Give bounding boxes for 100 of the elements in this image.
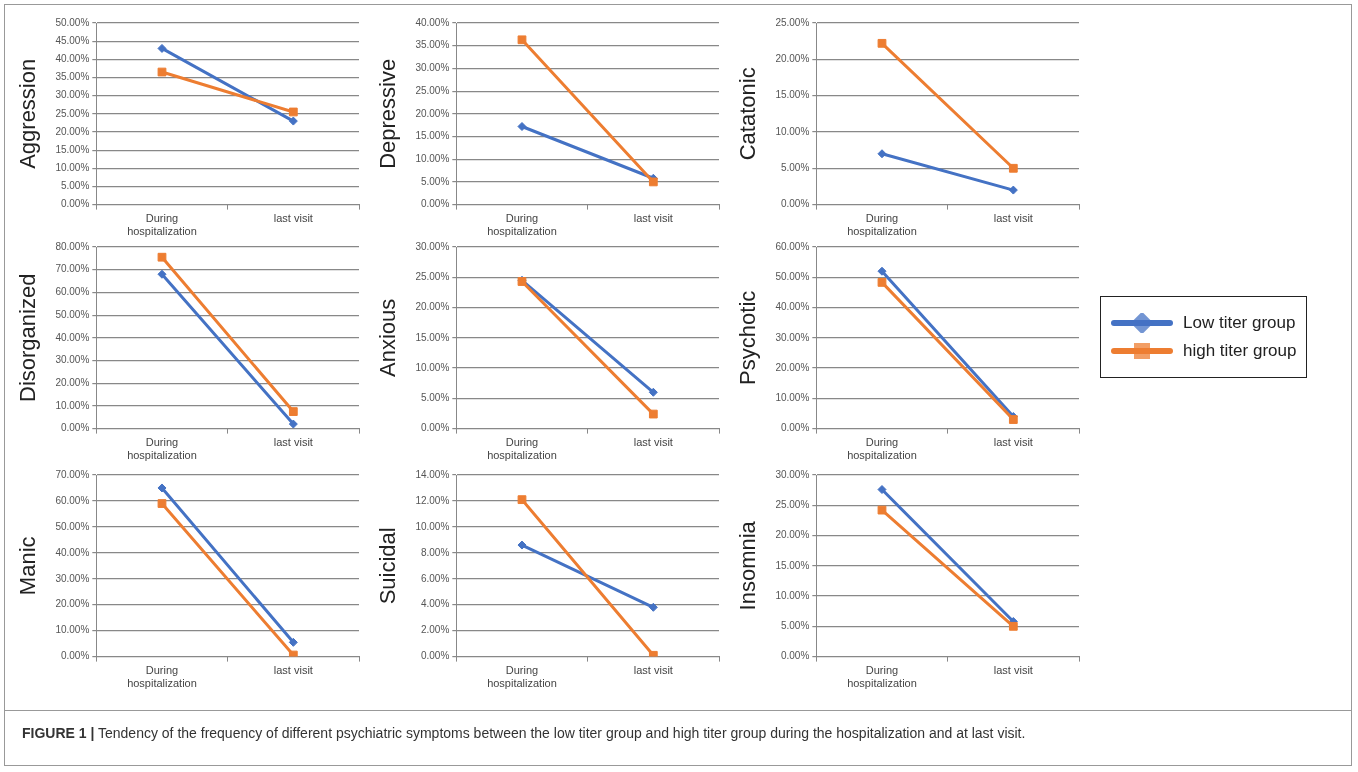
x-tick-label: last visit	[993, 436, 1033, 449]
point	[157, 483, 167, 493]
y-axis-title: Suicidal	[375, 527, 401, 605]
y-tick-label: 60.00%	[55, 494, 90, 506]
point	[877, 278, 887, 287]
point	[1008, 163, 1018, 173]
y-tick-label: 0.00%	[780, 422, 810, 434]
y-tick-label: 40.00%	[775, 301, 810, 313]
y-axis-title: Depressive	[375, 58, 401, 169]
point	[877, 485, 887, 495]
y-tick-label: 10.00%	[775, 125, 810, 137]
point	[517, 35, 527, 45]
point	[877, 149, 887, 159]
y-tick-label: 0.00%	[420, 422, 450, 434]
y-tick-label: 5.00%	[60, 180, 90, 192]
point	[157, 269, 167, 279]
x-tick-label: last visit	[633, 436, 673, 449]
y-tick-label: 20.00%	[415, 107, 450, 119]
y-tick-label: 50.00%	[775, 271, 810, 283]
y-tick-label: 0.00%	[60, 422, 90, 434]
x-tick-label: During hospitalization	[847, 212, 917, 238]
x-tick-label: During hospitalization	[487, 664, 557, 690]
y-tick-label: 40.00%	[55, 331, 90, 343]
y-tick-label: 40.00%	[415, 16, 450, 28]
x-tick-label: During hospitalization	[127, 664, 197, 690]
y-tick-label: 40.00%	[55, 53, 90, 65]
x-tick-label: last visit	[273, 212, 313, 225]
x-tick-label: last visit	[633, 212, 673, 225]
y-tick-label: 50.00%	[55, 16, 90, 28]
legend-label: high titer group	[1183, 341, 1297, 361]
y-tick-label: 20.00%	[415, 301, 450, 313]
y-tick-label: 5.00%	[780, 620, 810, 632]
x-tick-label: last visit	[273, 436, 313, 449]
y-tick-label: 45.00%	[55, 34, 90, 46]
y-tick-label: 30.00%	[775, 331, 810, 343]
point	[517, 540, 527, 550]
y-tick-label: 30.00%	[415, 240, 450, 252]
point	[288, 419, 298, 429]
y-tick-label: 15.00%	[775, 89, 810, 101]
y-tick-label: 0.00%	[780, 650, 810, 662]
y-tick-label: 60.00%	[775, 240, 810, 252]
point	[648, 387, 658, 397]
y-tick-label: 0.00%	[420, 650, 450, 662]
point	[157, 252, 167, 262]
y-tick-label: 25.00%	[415, 271, 450, 283]
point	[877, 38, 887, 48]
point	[648, 602, 658, 612]
y-axis-title: Psychotic	[735, 290, 761, 385]
y-axis-title: Insomnia	[735, 520, 761, 611]
y-tick-label: 25.00%	[775, 499, 810, 511]
caption: FIGURE 1 | Tendency of the frequency of different psychiatric symptoms between the low titer group and high titer group during the hospitalization and at last visit.	[22, 725, 1027, 741]
y-tick-label: 10.00%	[775, 589, 810, 601]
y-tick-label: 8.00%	[420, 546, 450, 558]
y-tick-label: 14.00%	[415, 468, 450, 480]
y-tick-label: 40.00%	[55, 546, 90, 558]
y-tick-label: 80.00%	[55, 240, 90, 252]
x-tick-label: last visit	[993, 212, 1033, 225]
y-tick-label: 12.00%	[415, 494, 450, 506]
y-axis-title: Aggression	[15, 58, 41, 169]
y-tick-label: 6.00%	[420, 572, 450, 584]
y-tick-label: 15.00%	[55, 143, 90, 155]
y-tick-label: 15.00%	[415, 130, 450, 142]
y-tick-label: 2.00%	[420, 624, 450, 636]
y-tick-label: 10.00%	[55, 624, 90, 636]
y-tick-label: 10.00%	[55, 162, 90, 174]
y-tick-label: 50.00%	[55, 308, 90, 320]
point	[288, 407, 298, 416]
y-tick-label: 25.00%	[55, 107, 90, 119]
point	[648, 177, 658, 187]
y-tick-label: 25.00%	[775, 16, 810, 28]
y-tick-label: 10.00%	[775, 392, 810, 404]
y-tick-label: 60.00%	[55, 286, 90, 298]
y-tick-label: 15.00%	[775, 559, 810, 571]
x-tick-label: last visit	[273, 664, 313, 677]
x-tick-label: During hospitalization	[487, 436, 557, 462]
y-axis-title: Disorganized	[15, 273, 41, 402]
y-tick-label: 20.00%	[775, 361, 810, 373]
point	[157, 67, 167, 77]
y-tick-label: 4.00%	[420, 598, 450, 610]
x-tick-label: During hospitalization	[127, 436, 197, 462]
point	[157, 499, 167, 508]
y-axis-title: Anxious	[375, 298, 401, 377]
legend-label: Low titer group	[1183, 313, 1296, 333]
point	[877, 266, 887, 276]
point	[517, 122, 527, 132]
point	[1008, 185, 1018, 195]
y-axis-title: Catatonic	[735, 67, 761, 161]
y-tick-label: 30.00%	[55, 572, 90, 584]
point	[157, 43, 167, 53]
x-tick-label: last visit	[633, 664, 673, 677]
point	[288, 637, 298, 647]
y-tick-label: 20.00%	[55, 125, 90, 137]
y-tick-label: 30.00%	[775, 468, 810, 480]
x-tick-label: last visit	[993, 664, 1033, 677]
y-tick-label: 70.00%	[55, 468, 90, 480]
point	[288, 107, 298, 117]
y-tick-label: 20.00%	[775, 53, 810, 65]
point	[517, 495, 527, 505]
y-tick-label: 10.00%	[415, 520, 450, 532]
x-tick-label: During hospitalization	[847, 436, 917, 462]
